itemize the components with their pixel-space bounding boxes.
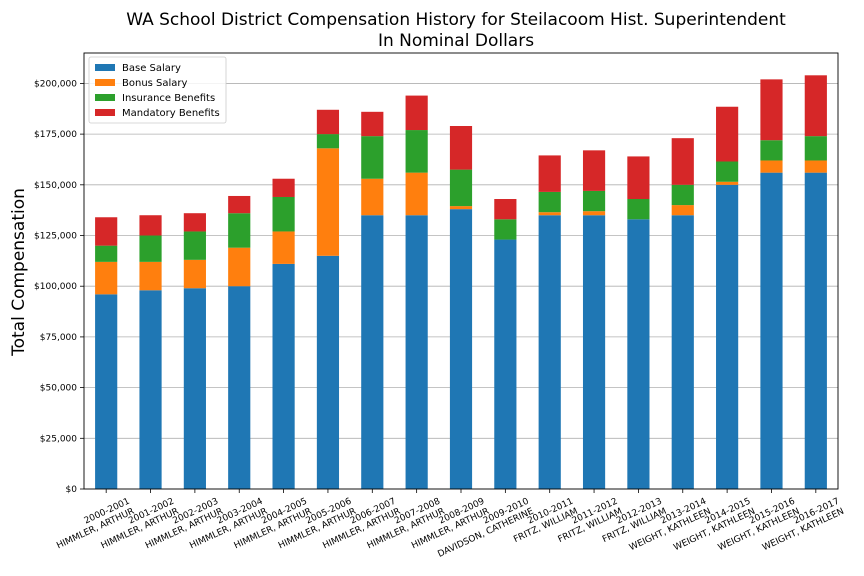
x-tick-label-0: 2000-2001HIMMLER, ARTHUR: [51, 497, 136, 552]
y-tick-label-7: $175,000: [34, 130, 77, 140]
bar-3-series-2: [228, 213, 251, 248]
legend-swatch-0: [95, 64, 115, 71]
legend-label-3: Mandatory Benefits: [122, 108, 220, 119]
y-tick-label-3: $75,000: [40, 333, 77, 343]
bar-9-series-2: [494, 219, 517, 240]
bar-4-series-2: [272, 196, 295, 232]
bar-3-series-3: [228, 195, 251, 214]
bar-1-series-0: [139, 290, 162, 489]
bar-12-series-0: [627, 219, 650, 489]
bar-2-series-3: [183, 213, 206, 232]
bar-10-series-2: [538, 191, 561, 213]
bar-16-series-2: [804, 136, 827, 161]
bar-3-series-1: [228, 247, 251, 287]
bar-13-series-1: [671, 205, 694, 216]
bar-6-series-0: [361, 215, 384, 490]
bar-15-series-1: [760, 160, 783, 173]
bar-6-series-2: [361, 136, 384, 179]
bar-4-series-0: [272, 263, 295, 489]
bar-8-series-1: [449, 206, 473, 210]
bar-4-series-1: [272, 231, 295, 264]
bar-7-series-3: [405, 95, 428, 131]
chart-title: WA School District Compensation History …: [126, 10, 786, 30]
bar-14-series-3: [716, 106, 739, 162]
bar-1-series-1: [139, 261, 162, 291]
bar-15-series-0: [760, 172, 783, 489]
bar-8-series-3: [449, 126, 473, 170]
chart-subtitle: In Nominal Dollars: [378, 31, 534, 51]
legend-label-2: Insurance Benefits: [122, 93, 215, 104]
y-tick-label-1: $25,000: [40, 434, 77, 444]
bar-0-series-2: [95, 245, 118, 262]
bar-5-series-2: [316, 134, 340, 149]
bar-13-series-0: [671, 215, 694, 490]
legend-swatch-1: [95, 79, 115, 86]
bar-1-series-2: [139, 235, 162, 262]
bars-group: [95, 75, 827, 490]
y-ticks: $0 $25,000 $50,000 $75,000 $100,000 $125,000 $…: [34, 79, 84, 495]
bar-10-series-1: [538, 212, 561, 216]
bar-2-series-1: [183, 259, 206, 289]
y-tick-label-5: $125,000: [34, 232, 77, 242]
bar-0-series-0: [95, 294, 118, 489]
bar-6-series-3: [361, 111, 384, 137]
bar-7-series-2: [405, 130, 428, 173]
bar-10-series-3: [538, 155, 561, 192]
bar-5-series-3: [316, 109, 340, 135]
bar-11-series-3: [582, 150, 606, 191]
x-ticks: 2000-2001HIMMLER, ARTHUR2001-2002HIMMLER…: [51, 489, 846, 560]
bar-8-series-0: [449, 209, 473, 489]
bar-1-series-3: [139, 215, 162, 236]
legend: Base Salary Bonus Salary Insurance Benefit…: [88, 56, 227, 124]
bar-10-series-0: [538, 215, 561, 490]
y-tick-label-6: $150,000: [34, 181, 77, 191]
y-tick-label-0: $0: [66, 485, 78, 495]
bar-14-series-1: [716, 181, 739, 185]
y-tick-label-2: $50,000: [40, 384, 77, 394]
bar-5-series-0: [316, 255, 340, 489]
bar-12-series-3: [627, 156, 650, 200]
bar-8-series-2: [449, 169, 473, 207]
bar-16-series-3: [804, 75, 827, 137]
y-tick-label-4: $100,000: [34, 282, 77, 292]
bar-16-series-1: [804, 160, 827, 173]
bar-7-series-1: [405, 172, 428, 216]
legend-swatch-2: [95, 94, 115, 101]
legend-swatch-3: [95, 109, 115, 116]
bar-4-series-3: [272, 178, 295, 197]
bar-11-series-1: [582, 211, 606, 216]
bar-11-series-0: [582, 215, 606, 490]
bar-16-series-0: [804, 172, 827, 489]
y-axis-label: Total Compensation: [9, 188, 29, 357]
bar-2-series-2: [183, 231, 206, 260]
bar-12-series-2: [627, 199, 650, 220]
bar-15-series-2: [760, 140, 783, 161]
bar-13-series-3: [671, 138, 694, 185]
bar-0-series-1: [95, 261, 118, 295]
bar-9-series-3: [494, 199, 517, 220]
bar-0-series-3: [95, 217, 118, 246]
bar-9-series-0: [494, 239, 517, 489]
bar-13-series-2: [671, 184, 694, 206]
bar-6-series-1: [361, 178, 384, 216]
bar-14-series-0: [716, 184, 739, 489]
legend-label-0: Base Salary: [122, 63, 181, 74]
y-tick-label-8: $200,000: [34, 79, 77, 89]
legend-box: [88, 56, 227, 124]
bar-11-series-2: [582, 190, 606, 212]
bar-3-series-0: [228, 286, 251, 489]
bar-5-series-1: [316, 148, 340, 256]
bar-2-series-0: [183, 288, 206, 489]
legend-label-1: Bonus Salary: [122, 78, 188, 89]
bar-14-series-2: [716, 161, 739, 182]
bar-7-series-0: [405, 215, 428, 490]
bar-15-series-3: [760, 79, 783, 141]
